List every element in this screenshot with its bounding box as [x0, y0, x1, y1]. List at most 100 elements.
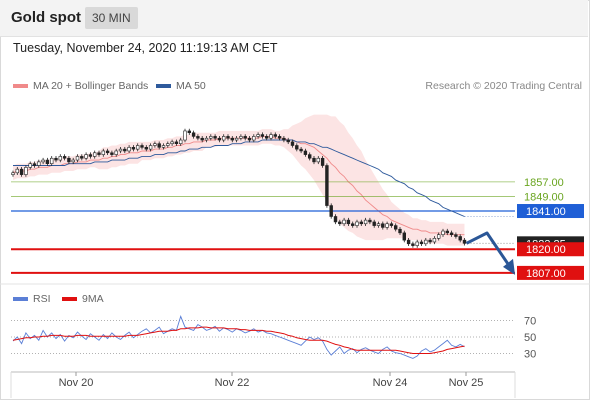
candle-body	[333, 216, 338, 223]
candle-body	[329, 205, 333, 217]
candle	[264, 134, 269, 141]
candle-body	[97, 152, 101, 155]
candle	[32, 161, 37, 168]
timeframe-button[interactable]: 30 MIN	[85, 7, 138, 29]
candle	[406, 237, 411, 246]
candle	[325, 163, 329, 208]
timestamp: Tuesday, November 24, 2020 11:19:13 AM C…	[13, 41, 278, 55]
level-label-1857.00: 1857.00	[524, 177, 564, 189]
candle-body	[80, 156, 84, 159]
rsi-level-label-50: 50	[524, 332, 536, 344]
candle	[282, 136, 286, 143]
candle	[398, 227, 402, 236]
candle	[350, 221, 355, 228]
candle	[58, 154, 63, 163]
candle	[161, 143, 166, 150]
x-tick-label-0: Nov 20	[59, 377, 94, 389]
candle-body	[24, 167, 28, 175]
candle	[157, 141, 161, 150]
candle	[415, 239, 419, 248]
candle-body	[183, 130, 187, 141]
candle-body	[226, 136, 230, 139]
candle	[277, 134, 282, 141]
candle-body	[247, 137, 252, 141]
candle	[71, 157, 75, 165]
candle	[105, 148, 110, 155]
candle	[200, 136, 204, 143]
candle-body	[67, 157, 71, 163]
candle-body	[222, 136, 226, 141]
candle-body	[157, 143, 161, 148]
ma20-swatch	[13, 84, 28, 89]
rsi-swatch	[13, 297, 28, 302]
ma50-swatch	[156, 84, 171, 89]
candle	[316, 156, 320, 165]
candle	[37, 159, 41, 168]
candle	[368, 217, 372, 225]
candle-body	[131, 147, 136, 150]
candle-body	[37, 161, 41, 166]
candle	[93, 150, 97, 159]
candle-body	[148, 145, 153, 150]
candle-body	[93, 152, 97, 157]
candle	[97, 150, 101, 157]
candle-body	[88, 154, 93, 157]
candle-body	[191, 132, 196, 137]
x-tick-label-3: Nov 25	[449, 377, 484, 389]
legend-9ma: 9MA	[62, 293, 104, 305]
candle-body	[204, 137, 209, 141]
level-label-1820.00: 1820.00	[526, 244, 566, 256]
candle-body	[161, 145, 166, 148]
candle	[338, 219, 342, 226]
candle	[226, 134, 230, 141]
candle	[179, 137, 183, 146]
candle-body	[419, 241, 424, 245]
candle	[441, 228, 445, 237]
candle	[118, 146, 123, 154]
rsi-level-label-70: 70	[524, 316, 536, 328]
candle-body	[393, 225, 398, 230]
candle	[183, 128, 187, 143]
candle	[252, 134, 256, 143]
candle-body	[110, 152, 114, 155]
candle-body	[153, 143, 157, 146]
candle-body	[174, 141, 179, 144]
candle-body	[372, 221, 376, 226]
bollinger-band	[13, 114, 465, 246]
candle-body	[269, 134, 273, 139]
candle-body	[398, 228, 402, 234]
candle	[411, 241, 415, 248]
candle	[355, 219, 359, 228]
candle	[75, 154, 80, 163]
candle-body	[264, 136, 269, 139]
legend-ma50: MA 50	[156, 80, 206, 92]
candle-body	[368, 219, 372, 223]
candle	[342, 217, 346, 226]
candle-body	[376, 223, 381, 226]
candle-body	[282, 137, 286, 141]
forecast-arrow-head	[503, 258, 515, 275]
candle	[204, 136, 209, 143]
candle	[419, 239, 424, 246]
candle-body	[11, 172, 15, 175]
candle-body	[123, 148, 127, 152]
candle	[19, 166, 24, 177]
candle	[445, 228, 449, 236]
candle	[41, 157, 45, 165]
header-bar: Gold spot 30 MIN	[0, 0, 588, 37]
candle-body	[118, 148, 123, 152]
candle	[239, 134, 243, 141]
candle-body	[239, 136, 243, 139]
candle-body	[381, 223, 385, 228]
candle-body	[62, 156, 67, 159]
candle-body	[299, 148, 303, 152]
candle	[312, 156, 316, 165]
candle	[54, 156, 58, 163]
candle-body	[342, 219, 346, 225]
candle	[372, 219, 376, 228]
level-tag-1807.00	[517, 265, 584, 280]
candle-body	[312, 157, 316, 163]
candle-body	[71, 159, 75, 163]
candle	[393, 223, 398, 232]
